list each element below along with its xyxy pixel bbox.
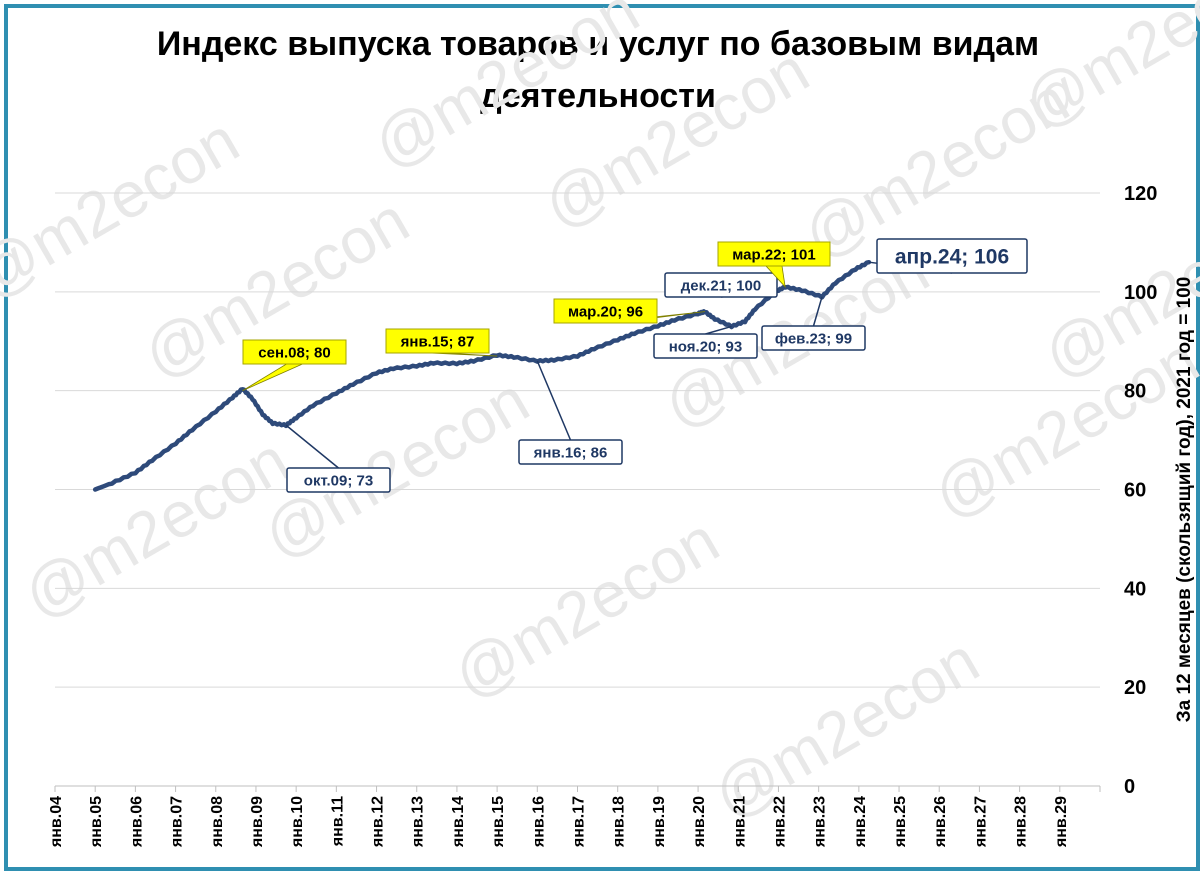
x-tick-label: янв.14 [450,796,467,848]
y-tick-label: 60 [1124,480,1146,502]
annotation-box [286,467,391,493]
axes: 0 20 40 60 80 100 120 янв.04 янв.05 янв.06 янв.07 я… [48,183,1157,848]
annotation-box [385,328,490,354]
x-tick-label: янв.21 [731,796,748,848]
annotation-callout: мар.22; 101 [717,241,831,289]
x-tick-label: янв.12 [370,796,387,848]
x-tick-label: янв.20 [691,796,708,848]
x-tick-label: янв.04 [48,796,65,848]
y-axis-label: За 12 месяцев (скользящий год), 2021 год… [1174,277,1195,723]
x-tick-label: янв.08 [209,796,226,848]
x-tick-label: янв.11 [329,796,346,847]
watermark-layer: @m2econ@m2econ@m2econ@m2econ@m2econ@m2ec… [0,0,1200,832]
annotation-label: окт.09; 73 [304,472,373,489]
annotation-layer: сен.08; 80 окт.09; 73 янв.15; 87 янв.16; 86… [242,238,1028,493]
x-tick-label: янв.19 [651,796,668,848]
annotation-leader [285,424,339,469]
annotation-label: ноя.20; 93 [669,338,742,355]
annotation-callout: апр.24; 106 [868,238,1028,274]
annotation-box [518,439,623,465]
annotation-box [717,241,831,267]
annotation-callout: мар.20; 96 [553,298,705,324]
annotation-box [876,238,1028,274]
annotation-callout: дек.21; 100 [664,272,778,298]
annotation-leader [705,325,732,335]
annotation-callout: фев.23; 99 [761,296,866,351]
x-tick-label: янв.28 [1013,796,1030,848]
watermark-text: @m2econ [441,503,730,712]
x-tick-label: янв.23 [812,796,829,848]
chart-frame [4,4,1200,871]
y-tick-label: 80 [1124,381,1146,403]
chart-title: Индекс выпуска товаров и услуг по базовы… [0,18,1196,122]
annotation-label: сен.08; 80 [258,344,330,361]
x-tick-label: янв.15 [490,796,507,848]
annotation-callout: янв.16; 86 [518,360,623,465]
y-tick-label: 20 [1124,677,1146,699]
chart-title-line-2: деятельности [480,77,716,115]
x-tick-label: янв.29 [1053,796,1070,848]
x-tick-label: янв.25 [892,796,909,848]
annotation-pointer [242,363,303,392]
annotation-box [664,272,778,298]
y-tick-label: 40 [1124,578,1146,600]
x-tick-label: янв.09 [249,796,266,848]
annotation-callout: янв.15; 87 [385,328,498,357]
x-tick-label: янв.07 [169,796,186,848]
annotation-label: мар.22; 101 [732,246,815,263]
x-tick-label: янв.13 [410,796,427,848]
x-tick-label: янв.05 [88,796,105,848]
y-tick-label: 100 [1124,282,1157,304]
x-tick-label: янв.16 [530,796,547,848]
series-layer [92,259,872,492]
annotation-label: фев.23; 99 [775,330,852,347]
y-tick-label: 0 [1124,776,1135,798]
annotation-callout: окт.09; 73 [285,424,391,493]
x-tick-label: янв.22 [771,796,788,848]
watermark-text: @m2econ [0,103,250,312]
annotation-label: янв.15; 87 [401,333,475,350]
x-tick-label: янв.26 [932,796,949,848]
series-line [92,259,872,492]
annotation-leader [812,296,823,327]
annotation-box [761,325,866,351]
x-tick-label: янв.10 [289,796,306,848]
annotation-callout: сен.08; 80 [242,339,347,392]
annotation-label: янв.16; 86 [534,444,608,461]
annotation-callout: ноя.20; 93 [653,325,758,359]
x-tick-label: янв.27 [972,796,989,848]
x-tick-label: янв.17 [571,796,588,848]
x-tick-label: янв.18 [611,796,628,848]
chart-title-line-1: Индекс выпуска товаров и услуг по базовы… [156,25,1040,63]
annotation-leader [536,360,572,441]
annotation-box [653,333,758,359]
annotation-label: мар.20; 96 [568,303,643,320]
annotation-label: апр.24; 106 [895,246,1009,269]
y-tick-label: 120 [1124,183,1157,205]
x-tick-label: янв.06 [128,796,145,848]
watermark-text: @m2econ [1011,0,1200,142]
annotation-label: дек.21; 100 [681,277,761,294]
x-tick-label: янв.24 [852,796,869,848]
annotation-box [242,339,347,365]
annotation-box [553,298,658,324]
